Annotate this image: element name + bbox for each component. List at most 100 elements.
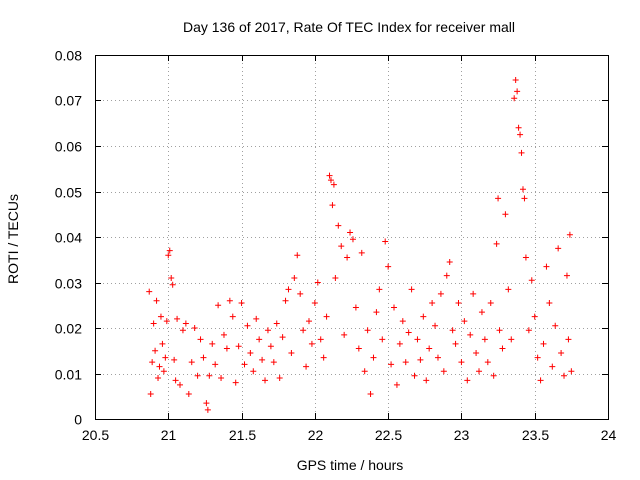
roti-point — [495, 195, 502, 202]
roti-point — [270, 359, 277, 366]
roti-point — [446, 259, 453, 266]
roti-point — [531, 313, 538, 320]
y-tick-label: 0.07 — [55, 93, 82, 109]
roti-point — [273, 320, 280, 327]
roti-point — [308, 340, 315, 347]
y-tick-label: 0 — [74, 412, 82, 428]
roti-point — [355, 345, 362, 352]
roti-point — [160, 368, 167, 375]
roti-point — [157, 313, 164, 320]
roti-point — [169, 281, 176, 288]
roti-point — [452, 340, 459, 347]
roti-point — [376, 286, 383, 293]
roti-point — [467, 331, 474, 338]
y-tick-label: 0.05 — [55, 185, 82, 201]
roti-point — [153, 297, 160, 304]
roti-point — [476, 368, 483, 375]
roti-point — [512, 77, 519, 84]
x-tick-label: 22.5 — [375, 427, 402, 443]
roti-point — [303, 363, 310, 370]
roti-point — [206, 372, 213, 379]
roti-point — [288, 350, 295, 357]
roti-point — [247, 350, 254, 357]
roti-point — [426, 345, 433, 352]
roti-point — [297, 290, 304, 297]
roti-point — [481, 336, 488, 343]
x-tick-label: 21.5 — [229, 427, 256, 443]
roti-point — [347, 229, 354, 236]
roti-point — [188, 359, 195, 366]
roti-point — [241, 361, 248, 368]
roti-point — [332, 274, 339, 281]
roti-point — [565, 336, 572, 343]
roti-point — [341, 331, 348, 338]
roti-point — [215, 302, 222, 309]
roti-point — [393, 381, 400, 388]
roti-point — [478, 309, 485, 316]
roti-point — [282, 297, 289, 304]
y-tick-label: 0.06 — [55, 139, 82, 155]
roti-point — [537, 377, 544, 384]
roti-point — [373, 309, 380, 316]
roti-point — [558, 350, 565, 357]
roti-point — [408, 286, 415, 293]
roti-point — [402, 359, 409, 366]
roti-point — [432, 322, 439, 329]
roti-point — [305, 318, 312, 325]
roti-point — [149, 359, 156, 366]
roti-point — [338, 243, 345, 250]
roti-point — [194, 372, 201, 379]
roti-point — [300, 327, 307, 334]
roti-point — [179, 327, 186, 334]
roti-point — [518, 149, 525, 156]
roti-point — [414, 336, 421, 343]
roti-point — [423, 377, 430, 384]
roti-point — [385, 263, 392, 270]
roti-point — [434, 354, 441, 361]
roti-point — [358, 249, 365, 256]
roti-point — [200, 354, 207, 361]
plot-frame — [95, 55, 609, 420]
roti-point — [364, 327, 371, 334]
roti-point — [329, 202, 336, 209]
x-tick-label: 20.5 — [82, 427, 109, 443]
roti-point — [437, 290, 444, 297]
roti-point — [515, 124, 522, 131]
roti-point — [203, 400, 210, 407]
roti-point — [182, 320, 189, 327]
roti-point — [204, 406, 211, 413]
roti-point — [276, 375, 283, 382]
roti-point — [327, 177, 334, 184]
roti-point — [311, 299, 318, 306]
roti-point — [232, 379, 239, 386]
roti-point — [522, 254, 529, 261]
y-axis-title: ROTI / TECUs — [5, 194, 21, 284]
roti-point — [171, 356, 178, 363]
roti-point — [490, 372, 497, 379]
roti-point — [391, 304, 398, 311]
roti-point — [220, 331, 227, 338]
roti-point — [511, 95, 518, 102]
roti-point — [330, 181, 337, 188]
roti-point — [396, 340, 403, 347]
y-tick-label: 0.02 — [55, 321, 82, 337]
y-tick-label: 0.01 — [55, 367, 82, 383]
roti-point — [349, 236, 356, 243]
roti-point — [344, 254, 351, 261]
roti-point — [455, 299, 462, 306]
x-axis-title: GPS time / hours — [297, 457, 404, 473]
roti-point — [285, 286, 292, 293]
roti-point — [361, 368, 368, 375]
roti-point — [326, 172, 333, 179]
roti-point — [150, 320, 157, 327]
roti-point — [388, 361, 395, 368]
roti-point — [534, 354, 541, 361]
roti-point — [146, 288, 153, 295]
x-tick-label: 24 — [601, 427, 617, 443]
roti-point — [185, 390, 192, 397]
roti-point — [449, 327, 456, 334]
roti-point — [496, 327, 503, 334]
roti-point — [555, 245, 562, 252]
roti-point — [218, 375, 225, 382]
roti-point — [162, 354, 169, 361]
